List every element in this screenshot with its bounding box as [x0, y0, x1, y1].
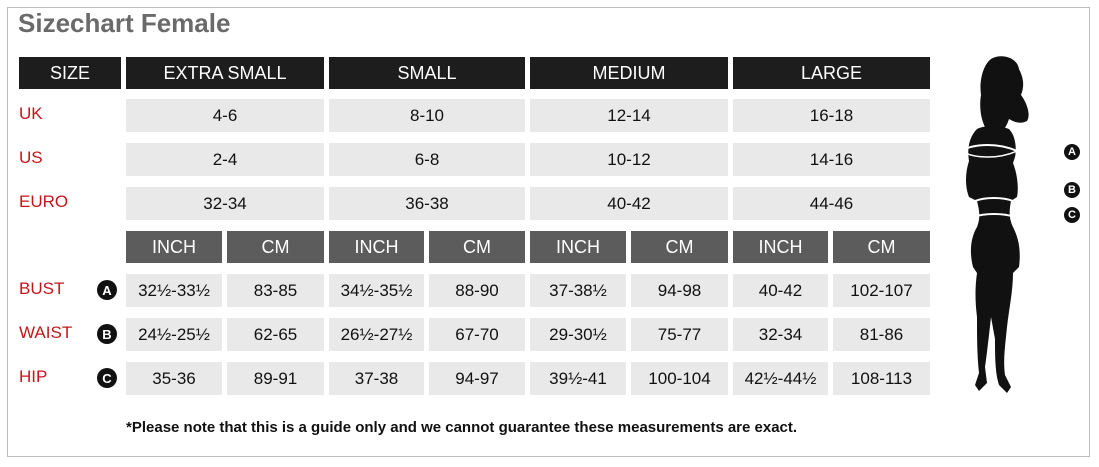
bust-s-inch: 34½-35½	[329, 274, 424, 307]
page-title: Sizechart Female	[18, 8, 231, 38]
hip-xs-inch: 35-36	[126, 362, 222, 395]
disclaimer-note: *Please note that this is a guide only a…	[126, 419, 798, 436]
unit-cm: CM	[631, 231, 728, 263]
waist-m-inch: 29-30½	[530, 318, 626, 351]
figure-marker-c: C	[1064, 207, 1080, 223]
unit-cm: CM	[833, 231, 930, 263]
row-label-euro: EURO	[19, 192, 69, 211]
waist-m-cm: 75-77	[631, 318, 728, 351]
bust-s-cm: 88-90	[429, 274, 525, 307]
row-label-bust: BUST	[19, 279, 65, 298]
row-label-us: US	[19, 148, 43, 167]
size-col-small: SMALL	[329, 57, 525, 89]
unit-cm: CM	[429, 231, 525, 263]
size-col-extra-small: EXTRA SMALL	[126, 57, 324, 89]
euro-large: 44-46	[733, 187, 930, 220]
size-col-medium: MEDIUM	[530, 57, 728, 89]
bust-l-cm: 102-107	[833, 274, 930, 307]
us-medium: 10-12	[530, 143, 728, 176]
hip-l-inch: 42½-44½	[733, 362, 828, 395]
hip-s-cm: 94-97	[429, 362, 525, 395]
waist-xs-inch: 24½-25½	[126, 318, 222, 351]
us-extra-small: 2-4	[126, 143, 324, 176]
hip-m-cm: 100-104	[631, 362, 728, 395]
marker-a-badge: A	[97, 280, 117, 300]
bust-m-inch: 37-38½	[530, 274, 626, 307]
unit-inch: INCH	[530, 231, 626, 263]
euro-extra-small: 32-34	[126, 187, 324, 220]
uk-large: 16-18	[733, 99, 930, 132]
hip-l-cm: 108-113	[833, 362, 930, 395]
bust-xs-inch: 32½-33½	[126, 274, 222, 307]
waist-l-inch: 32-34	[733, 318, 828, 351]
uk-extra-small: 4-6	[126, 99, 324, 132]
size-chart-frame	[7, 7, 1090, 457]
figure-marker-a: A	[1064, 144, 1080, 160]
waist-s-cm: 67-70	[429, 318, 525, 351]
unit-inch: INCH	[329, 231, 424, 263]
waist-l-cm: 81-86	[833, 318, 930, 351]
size-col-large: LARGE	[733, 57, 930, 89]
unit-cm: CM	[227, 231, 324, 263]
row-label-uk: UK	[19, 104, 43, 123]
bust-l-inch: 40-42	[733, 274, 828, 307]
bust-xs-cm: 83-85	[227, 274, 324, 307]
row-label-waist: WAIST	[19, 323, 73, 342]
bust-m-cm: 94-98	[631, 274, 728, 307]
unit-inch: INCH	[126, 231, 222, 263]
uk-small: 8-10	[329, 99, 525, 132]
waist-xs-cm: 62-65	[227, 318, 324, 351]
size-header: SIZE	[19, 57, 121, 89]
row-label-hip: HIP	[19, 367, 48, 386]
marker-b-badge: B	[97, 324, 117, 344]
hip-s-inch: 37-38	[329, 362, 424, 395]
marker-c-badge: C	[97, 368, 117, 388]
unit-inch: INCH	[733, 231, 828, 263]
hip-xs-cm: 89-91	[227, 362, 324, 395]
figure-marker-b: B	[1064, 182, 1080, 198]
euro-small: 36-38	[329, 187, 525, 220]
us-large: 14-16	[733, 143, 930, 176]
female-silhouette-icon	[960, 56, 1029, 393]
euro-medium: 40-42	[530, 187, 728, 220]
hip-m-inch: 39½-41	[530, 362, 626, 395]
us-small: 6-8	[329, 143, 525, 176]
uk-medium: 12-14	[530, 99, 728, 132]
waist-s-inch: 26½-27½	[329, 318, 424, 351]
